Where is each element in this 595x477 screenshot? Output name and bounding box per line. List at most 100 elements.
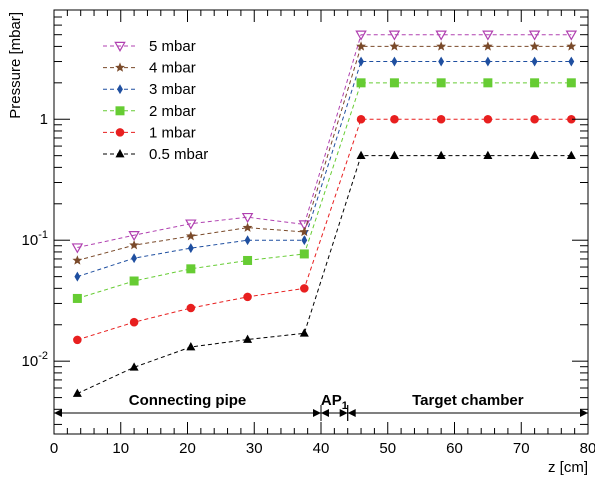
axis-layer: 0 10 20 30 40 50 60 70 80 10-2 10-1 1 z [cm] Pressure… [7, 10, 595, 476]
region-arrowhead [580, 409, 588, 417]
x-axis-title: z [cm] [548, 459, 588, 476]
data-point [243, 292, 252, 302]
data-point [301, 235, 308, 246]
data-point [438, 56, 445, 67]
legend-entry: 3 mbar [103, 81, 196, 98]
data-point [187, 243, 194, 254]
data-point [72, 293, 82, 303]
data-point [117, 84, 123, 95]
data-point [129, 317, 139, 327]
region-label: AP1 [321, 392, 348, 412]
data-point [114, 41, 126, 52]
legend-label: 4 mbar [149, 60, 196, 77]
legend-label: 0.5 mbar [149, 146, 208, 163]
data-point [528, 30, 541, 41]
data-point [482, 30, 494, 41]
series-line [77, 155, 572, 394]
legend-label: 5 mbar [149, 38, 196, 55]
series-1-mbar [73, 114, 576, 345]
data-point [185, 230, 196, 241]
data-point [129, 276, 139, 286]
series-2-mbar [72, 78, 576, 303]
data-point [185, 219, 197, 230]
series-0_5-mbar [72, 150, 576, 397]
series-3-mbar [74, 56, 575, 282]
data-point [129, 239, 140, 250]
data-point [436, 150, 446, 160]
x-tick-label: 0 [50, 440, 58, 457]
data-point [356, 78, 366, 88]
data-point [300, 284, 309, 293]
x-tick-label: 40 [313, 440, 330, 457]
data-point [529, 41, 540, 51]
data-point [566, 78, 576, 88]
region-arrowhead [339, 409, 348, 417]
data-point [299, 328, 309, 337]
data-point [129, 362, 139, 371]
data-point [436, 41, 447, 51]
data-point [243, 255, 253, 265]
x-tick-label: 10 [112, 440, 129, 457]
data-point [115, 106, 125, 116]
data-point [530, 78, 540, 88]
data-point [389, 78, 399, 88]
data-point [71, 243, 84, 254]
data-point [530, 114, 539, 124]
data-point [435, 30, 447, 41]
data-point [390, 114, 399, 124]
data-point [72, 388, 82, 397]
y-tick-label: 10-1 [22, 229, 48, 249]
data-point [566, 150, 576, 160]
data-point [436, 78, 446, 88]
data-point [186, 342, 196, 351]
data-point [128, 230, 140, 242]
x-tick-label: 20 [179, 440, 196, 457]
x-tick-label: 50 [379, 440, 396, 457]
data-point [389, 41, 400, 51]
data-point [298, 220, 311, 231]
data-point [565, 30, 578, 41]
data-point [483, 114, 493, 124]
data-point [115, 149, 125, 158]
data-point [356, 114, 366, 124]
data-point [566, 41, 577, 51]
y-tick-label: 10-2 [22, 350, 48, 370]
series-4-mbar [72, 41, 577, 265]
data-point [73, 335, 82, 345]
legend-entry: 1 mbar [103, 124, 196, 141]
data-point [299, 249, 309, 259]
data-point [241, 212, 254, 224]
data-point [74, 271, 81, 282]
region-arrowhead [54, 409, 62, 417]
data-point [436, 114, 446, 124]
data-point [356, 150, 366, 160]
region-arrowhead [347, 409, 356, 417]
series-5-mbar [71, 30, 578, 254]
data-point [356, 41, 366, 51]
data-point [115, 128, 125, 137]
data-point [391, 56, 398, 67]
data-point [115, 62, 125, 72]
series-line [77, 34, 572, 249]
legend-entry: 4 mbar [103, 60, 196, 77]
series-line [77, 118, 572, 341]
legend-label: 3 mbar [149, 81, 196, 98]
data-point [483, 78, 493, 88]
legend-entry: 2 mbar [103, 103, 196, 120]
data-point [531, 56, 538, 67]
data-point [358, 56, 364, 67]
x-tick-label: 60 [446, 440, 463, 457]
data-point [299, 226, 310, 237]
x-tick-label: 80 [580, 440, 595, 457]
data-point [568, 56, 575, 67]
series-line [77, 61, 572, 278]
data-point [567, 114, 576, 124]
data-point [242, 222, 253, 232]
data-point [72, 255, 83, 265]
series-line [77, 82, 572, 299]
region-label: Connecting pipe [129, 392, 247, 409]
region-label: Target chamber [412, 392, 524, 409]
data-point [186, 264, 196, 274]
region-layer: Connecting pipe AP1 Target chamber [53, 392, 589, 421]
